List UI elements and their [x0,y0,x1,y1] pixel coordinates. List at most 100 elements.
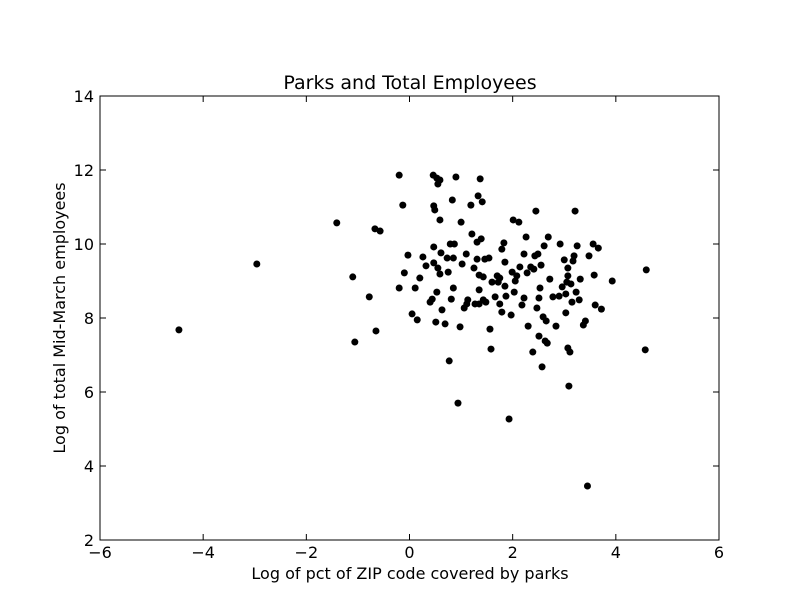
scatter-point [585,252,593,260]
scatter-point [533,304,541,312]
scatter-point [543,339,551,347]
scatter-point [399,201,407,209]
scatter-point [456,323,464,331]
scatter-point [518,301,526,309]
x-tick-label: 4 [611,543,621,562]
scatter-point [438,306,446,314]
scatter-point [502,292,510,300]
scatter-point [529,348,537,356]
scatter-point [333,219,341,227]
x-tick-label: −2 [295,543,319,562]
scatter-point [467,201,475,209]
y-tick-label: 6 [84,383,94,402]
scatter-point [452,173,460,181]
scatter-point [449,284,457,292]
scatter-point [443,254,451,262]
scatter-point [566,348,574,356]
scatter-point [530,265,538,273]
scatter-point [454,399,462,407]
scatter-point [395,171,403,179]
y-axis-label: Log of total Mid-March employees [50,182,69,453]
scatter-point [496,274,504,282]
scatter-point [594,244,602,252]
scatter-point [542,317,550,325]
y-tick-label: 10 [74,235,94,254]
scatter-point [376,227,384,235]
scatter-point [555,292,563,300]
y-tick-label: 4 [84,457,94,476]
scatter-point [253,260,261,268]
scatter-point [416,274,424,282]
scatter-point [411,284,419,292]
scatter-point [597,305,605,313]
scatter-point [349,273,357,281]
scatter-point [523,269,531,277]
scatter-point [449,254,457,262]
scatter-point [464,296,472,304]
y-tick-label: 8 [84,309,94,328]
scatter-point [540,242,548,250]
scatter-point [501,282,509,290]
scatter-point [372,327,380,335]
scatter-point [515,218,523,226]
scatter-point [571,207,579,215]
scatter-point [473,255,481,263]
scatter-point [573,242,581,250]
x-tick-label: −6 [88,543,112,562]
x-tick-label: 0 [404,543,414,562]
scatter-point [498,308,506,316]
x-tick-label: 6 [714,543,724,562]
scatter-point [583,482,591,490]
scatter-point [479,273,487,281]
scatter-point [482,298,490,306]
scatter-point [520,294,528,302]
scatter-point [507,311,515,319]
scatter-point [486,325,494,333]
scatter-point [433,288,441,296]
scatter-point [568,298,576,306]
scatter-point [431,206,439,214]
scatter-point [560,256,568,264]
scatter-point [589,240,597,248]
scatter-point [430,259,438,267]
scatter-point [549,293,557,301]
scatter-point [487,345,495,353]
scatter-point [534,250,542,258]
scatter-point [477,235,485,243]
y-tick-label: 12 [74,161,94,180]
scatter-point [436,176,444,184]
scatter-point [475,286,483,294]
scatter-point [535,332,543,340]
scatter-point [538,363,546,371]
scatter-point [447,295,455,303]
scatter-point [175,326,183,334]
scatter-point [570,252,578,260]
scatter-point [556,240,564,248]
scatter-point [400,269,408,277]
scatter-point [436,270,444,278]
scatter-point [468,230,476,238]
x-tick-label: −4 [191,543,215,562]
scatter-point [445,357,453,365]
scatter-point [441,320,449,328]
scatter-point [544,233,552,241]
scatter-point [408,310,416,318]
scatter-point [546,275,554,283]
scatter-point [642,266,650,274]
scatter-point [498,245,506,253]
scatter-point [458,260,466,268]
x-tick-label: 2 [508,543,518,562]
chart-title: Parks and Total Employees [283,72,536,94]
scatter-point [572,288,580,296]
scatter-point [569,257,577,265]
scatter-point [437,249,445,257]
scatter-point [641,346,649,354]
y-tick-label: 2 [84,531,94,550]
scatter-point [522,233,530,241]
scatter-point [558,283,566,291]
x-axis-label: Log of pct of ZIP code covered by parks [251,564,568,583]
scatter-point [351,338,359,346]
